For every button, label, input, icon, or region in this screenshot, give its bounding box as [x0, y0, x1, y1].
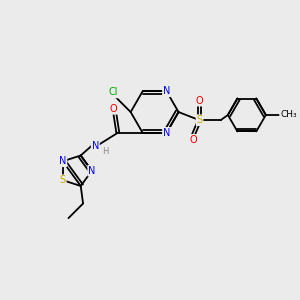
Text: N: N — [92, 141, 99, 151]
Text: O: O — [196, 96, 203, 106]
Text: N: N — [163, 128, 170, 138]
Text: N: N — [59, 156, 67, 166]
Text: S: S — [196, 115, 202, 125]
Text: Cl: Cl — [108, 88, 118, 98]
Text: N: N — [163, 86, 170, 96]
Text: H: H — [102, 147, 108, 156]
Text: CH₃: CH₃ — [280, 110, 297, 119]
Text: N: N — [88, 166, 95, 176]
Text: S: S — [60, 175, 66, 185]
Text: O: O — [110, 104, 117, 114]
Text: O: O — [189, 135, 197, 145]
